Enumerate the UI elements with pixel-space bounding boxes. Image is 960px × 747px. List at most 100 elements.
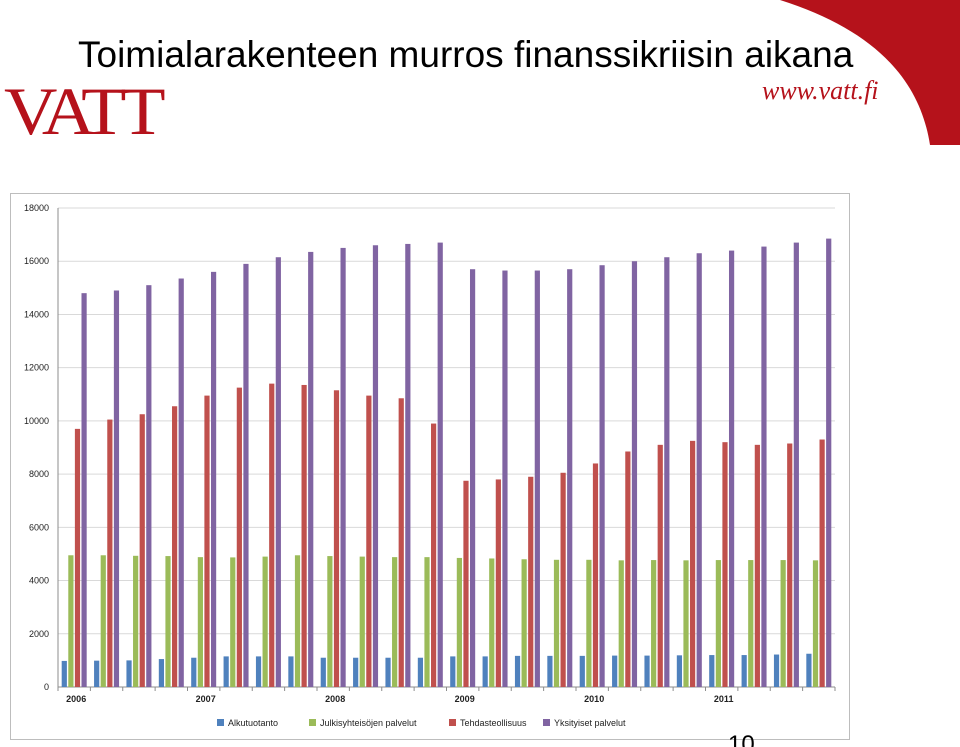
y-tick-label: 2000: [29, 629, 49, 639]
bar-tehdasteollisuus: [398, 398, 404, 687]
bar-yksityiset-palvelut: [696, 253, 702, 687]
bar-tehdasteollisuus: [204, 395, 210, 687]
bar-yksityiset-palvelut: [372, 245, 379, 687]
page-number: 10: [728, 733, 755, 747]
bar-yksityiset-palvelut: [728, 250, 735, 688]
y-tick-label: 14000: [24, 309, 49, 319]
bar-yksityiset-palvelut: [178, 278, 184, 687]
bar-tehdasteollisuus: [107, 419, 113, 687]
y-tick-label: 16000: [24, 256, 49, 266]
y-tick-label: 12000: [24, 363, 49, 373]
bar-tehdasteollisuus: [592, 463, 599, 687]
bar-alkutuotanto: [191, 657, 197, 687]
bar-yksityiset-palvelut: [761, 246, 767, 687]
bar-alkutuotanto: [709, 655, 715, 687]
bar-alkutuotanto: [514, 655, 521, 687]
bar-tehdasteollisuus: [74, 428, 81, 687]
bar-julkisyhteis-jen-palvelut: [553, 559, 560, 687]
bar-julkisyhteis-jen-palvelut: [197, 557, 203, 687]
bar-tehdasteollisuus: [366, 395, 372, 687]
bar-julkisyhteis-jen-palvelut: [165, 556, 171, 687]
bar-alkutuotanto: [450, 656, 456, 687]
legend-swatch: [217, 719, 224, 726]
bar-julkisyhteis-jen-palvelut: [262, 556, 268, 687]
bar-yksityiset-palvelut: [146, 285, 152, 687]
bar-tehdasteollisuus: [431, 423, 437, 687]
website-url: www.vatt.fi: [762, 76, 879, 105]
bar-yksityiset-palvelut: [534, 270, 540, 687]
corner-swoosh-decoration: [780, 0, 960, 145]
y-tick-label: 4000: [29, 576, 49, 586]
bar-tehdasteollisuus: [690, 440, 696, 687]
bar-alkutuotanto: [94, 660, 100, 687]
bar-tehdasteollisuus: [269, 383, 275, 687]
bar-julkisyhteis-jen-palvelut: [812, 560, 819, 687]
bar-alkutuotanto: [158, 659, 165, 687]
bar-julkisyhteis-jen-palvelut: [456, 557, 462, 687]
bar-julkisyhteis-jen-palvelut: [780, 560, 786, 687]
bar-alkutuotanto: [612, 655, 618, 687]
bar-yksityiset-palvelut: [113, 290, 120, 687]
bar-yksityiset-palvelut: [275, 257, 281, 687]
bar-alkutuotanto: [223, 656, 229, 687]
bar-tehdasteollisuus: [657, 444, 663, 687]
bar-julkisyhteis-jen-palvelut: [618, 560, 624, 687]
bar-tehdasteollisuus: [139, 414, 145, 687]
bar-julkisyhteis-jen-palvelut: [68, 555, 74, 687]
bar-julkisyhteis-jen-palvelut: [392, 557, 398, 687]
chart-container: 0 2000 4000 6000 8000 10000 12000 14000 16000 180…: [10, 193, 850, 740]
bar-julkisyhteis-jen-palvelut: [683, 560, 689, 687]
bar-julkisyhteis-jen-palvelut: [359, 556, 365, 687]
bar-julkisyhteis-jen-palvelut: [100, 555, 106, 687]
bar-julkisyhteis-jen-palvelut: [651, 560, 657, 687]
bar-alkutuotanto: [288, 656, 294, 687]
bar-yksityiset-palvelut: [81, 293, 87, 687]
legend-swatch: [309, 719, 316, 726]
bar-yksityiset-palvelut: [664, 257, 670, 687]
y-tick-label: 8000: [29, 469, 49, 479]
y-tick-label: 6000: [29, 522, 49, 532]
bar-alkutuotanto: [547, 655, 553, 687]
bar-alkutuotanto: [255, 656, 262, 687]
bar-tehdasteollisuus: [301, 384, 307, 687]
bar-yksityiset-palvelut: [567, 269, 573, 687]
bar-yksityiset-palvelut: [502, 270, 508, 687]
bar-yksityiset-palvelut: [405, 243, 411, 688]
legend-label: Alkutuotanto: [228, 718, 278, 728]
bar-alkutuotanto: [126, 660, 132, 687]
bar-tehdasteollisuus: [787, 443, 793, 687]
bar-tehdasteollisuus: [172, 406, 178, 687]
bar-yksityiset-palvelut: [340, 247, 346, 687]
bar-alkutuotanto: [773, 654, 780, 687]
bar-tehdasteollisuus: [754, 444, 760, 687]
bar-tehdasteollisuus: [463, 480, 469, 687]
bar-tehdasteollisuus: [236, 387, 242, 687]
bar-julkisyhteis-jen-palvelut: [521, 559, 527, 687]
bar-tehdasteollisuus: [560, 472, 566, 687]
bar-julkisyhteis-jen-palvelut: [327, 556, 333, 687]
x-tick-label: 2007: [196, 694, 216, 704]
bar-yksityiset-palvelut: [308, 251, 314, 687]
bar-alkutuotanto: [353, 657, 359, 687]
bar-alkutuotanto: [676, 655, 683, 687]
bar-tehdasteollisuus: [722, 442, 728, 687]
bar-alkutuotanto: [61, 660, 67, 687]
bar-tehdasteollisuus: [333, 390, 340, 687]
bar-tehdasteollisuus: [495, 479, 501, 687]
bar-yksityiset-palvelut: [437, 242, 443, 687]
bar-yksityiset-palvelut: [599, 265, 605, 687]
bar-tehdasteollisuus: [528, 476, 534, 687]
bar-julkisyhteis-jen-palvelut: [715, 560, 721, 687]
vatt-logo: VATT: [4, 74, 166, 150]
bar-julkisyhteis-jen-palvelut: [748, 560, 754, 687]
bar-yksityiset-palvelut: [469, 269, 476, 687]
bar-tehdasteollisuus: [819, 439, 825, 687]
bar-yksityiset-palvelut: [826, 238, 832, 687]
bar-chart: 0 2000 4000 6000 8000 10000 12000 14000 16000 180…: [24, 203, 836, 728]
y-tick-label: 0: [44, 682, 49, 692]
slide-title: Toimialarakenteen murros finanssikriisin…: [78, 34, 854, 75]
x-tick-label: 2009: [455, 694, 475, 704]
bar-julkisyhteis-jen-palvelut: [294, 555, 301, 687]
bar-alkutuotanto: [644, 655, 650, 687]
legend-swatch: [543, 719, 550, 726]
